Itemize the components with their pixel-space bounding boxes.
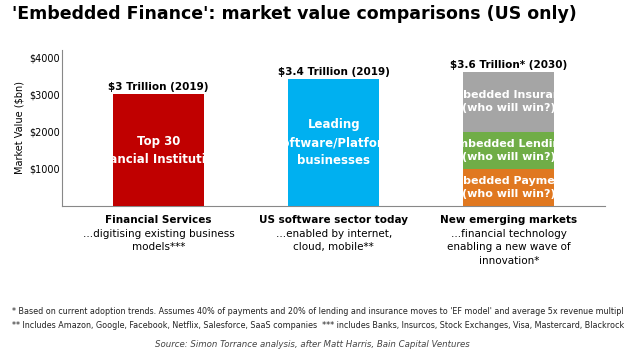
Text: US software sector today: US software sector today xyxy=(260,215,408,225)
Text: $3.6 Trillion* (2030): $3.6 Trillion* (2030) xyxy=(451,60,568,70)
Text: Source: Simon Torrance analysis, after Matt Harris, Bain Capital Ventures: Source: Simon Torrance analysis, after M… xyxy=(155,340,469,349)
Text: 'Embedded Finance': market value comparisons (US only): 'Embedded Finance': market value compari… xyxy=(12,5,577,23)
Text: Embedded Lending
(who will win?): Embedded Lending (who will win?) xyxy=(449,138,568,162)
Y-axis label: Market Value ($bn): Market Value ($bn) xyxy=(15,81,25,174)
Text: models***: models*** xyxy=(132,242,185,252)
Text: cloud, mobile**: cloud, mobile** xyxy=(293,242,374,252)
Text: innovation*: innovation* xyxy=(479,256,539,266)
Bar xyxy=(464,169,555,206)
Text: $3.4 Trillion (2019): $3.4 Trillion (2019) xyxy=(278,67,390,77)
Text: enabling a new wave of: enabling a new wave of xyxy=(447,242,571,252)
Text: ...digitising existing business: ...digitising existing business xyxy=(83,229,235,239)
Text: Financial Services: Financial Services xyxy=(105,215,212,225)
Text: $3 Trillion (2019): $3 Trillion (2019) xyxy=(109,82,209,92)
Text: ...financial technology: ...financial technology xyxy=(451,229,567,239)
Text: ** Includes Amazon, Google, Facebook, Netflix, Salesforce, SaaS companies  *** i: ** Includes Amazon, Google, Facebook, Ne… xyxy=(12,321,624,330)
Bar xyxy=(464,72,555,131)
Text: * Based on current adoption trends. Assumes 40% of payments and 20% of lending a: * Based on current adoption trends. Assu… xyxy=(12,307,624,316)
Text: Top 30
Financial Institutions: Top 30 Financial Institutions xyxy=(89,135,229,166)
Bar xyxy=(113,94,204,206)
Text: Leading
Software/Platform
businesses: Leading Software/Platform businesses xyxy=(273,118,395,167)
Text: Embedded Payments
(who will win?): Embedded Payments (who will win?) xyxy=(444,176,574,199)
Bar xyxy=(288,80,379,206)
Text: New emerging markets: New emerging markets xyxy=(441,215,578,225)
Bar xyxy=(464,131,555,169)
Text: Embedded Insurance
(who will win?): Embedded Insurance (who will win?) xyxy=(444,90,575,113)
Text: ...enabled by internet,: ...enabled by internet, xyxy=(276,229,392,239)
